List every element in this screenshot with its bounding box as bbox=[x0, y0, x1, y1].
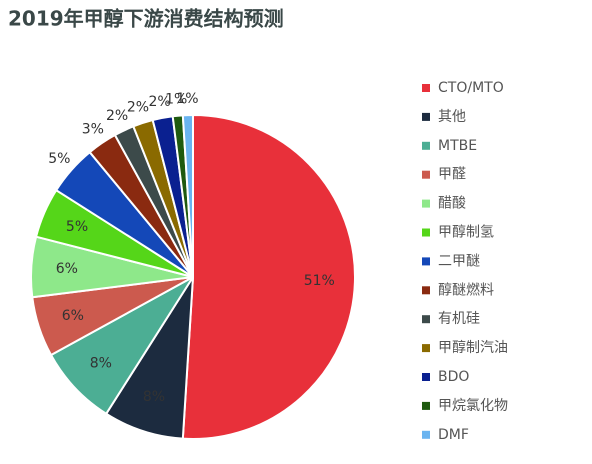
legend-label: 甲烷氯化物 bbox=[438, 398, 508, 414]
data-label: 2% bbox=[106, 108, 128, 124]
data-label: 3% bbox=[82, 122, 104, 138]
legend-swatch bbox=[422, 286, 430, 295]
legend-swatch bbox=[422, 344, 430, 353]
legend-swatch bbox=[422, 228, 430, 237]
legend-swatch bbox=[422, 401, 430, 410]
legend-swatch bbox=[422, 315, 430, 324]
pie-slice bbox=[181, 113, 357, 440]
data-label: 51% bbox=[304, 273, 335, 289]
legend-swatch bbox=[422, 199, 430, 208]
data-label: 1% bbox=[176, 91, 198, 107]
legend-label: 甲醛 bbox=[438, 167, 466, 183]
legend-swatch bbox=[422, 170, 430, 179]
legend-swatch bbox=[422, 141, 430, 150]
data-label: 2% bbox=[127, 100, 149, 116]
legend-label: MTBE bbox=[438, 138, 477, 154]
data-label: 5% bbox=[66, 219, 88, 235]
legend-swatch bbox=[422, 112, 430, 121]
legend-label: 醋酸 bbox=[438, 196, 466, 212]
legend-label: DMF bbox=[438, 427, 469, 443]
data-label: 1% bbox=[165, 92, 187, 108]
legend-swatch bbox=[422, 373, 430, 381]
data-label: 8% bbox=[90, 355, 112, 371]
legend-swatch bbox=[422, 257, 430, 266]
legend-label: CTO/MTO bbox=[438, 80, 504, 96]
legend-label: 其他 bbox=[438, 109, 466, 125]
legend-label: 甲醇制氢 bbox=[438, 224, 494, 241]
legend-label: 有机硅 bbox=[438, 311, 480, 327]
pie-slice bbox=[181, 113, 194, 278]
data-label: 6% bbox=[56, 261, 78, 277]
chart-title: 2019年甲醇下游消费结构预测 bbox=[8, 7, 284, 31]
legend-swatch bbox=[422, 84, 430, 92]
legend-label: 甲醇制汽油 bbox=[438, 339, 508, 356]
data-label: 5% bbox=[48, 151, 70, 167]
legend-label: 醇醚燃料 bbox=[438, 281, 494, 298]
data-label: 2% bbox=[148, 94, 170, 110]
data-label: 6% bbox=[62, 308, 84, 324]
legend-label: BDO bbox=[438, 369, 469, 385]
legend-swatch bbox=[422, 430, 430, 439]
legend-label: 二甲醚 bbox=[438, 253, 480, 269]
data-label: 8% bbox=[143, 389, 165, 405]
